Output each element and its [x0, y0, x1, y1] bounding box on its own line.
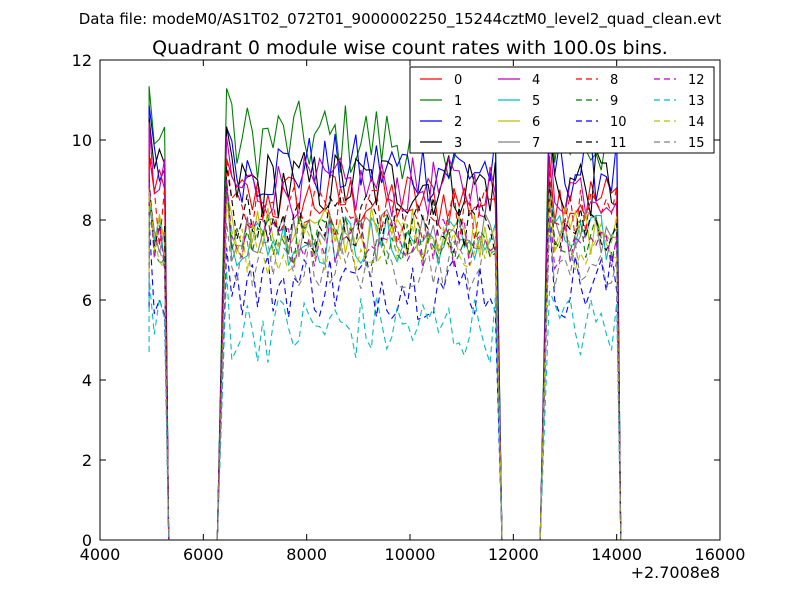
series-line-10 — [148, 218, 622, 541]
series-line-12 — [148, 179, 622, 541]
y-tick-label: 8 — [82, 211, 92, 230]
series-line-8 — [148, 149, 622, 541]
legend-label: 11 — [610, 136, 627, 151]
legend-label: 14 — [688, 115, 705, 130]
chart-suptitle: Data file: modeM0/AS1T02_072T01_90000022… — [79, 10, 722, 29]
plot-frame — [99, 59, 721, 541]
legend-label: 13 — [688, 94, 705, 109]
legend-label: 5 — [532, 94, 540, 109]
series-line-4 — [148, 122, 622, 541]
series-line-14 — [148, 191, 622, 541]
y-tick-label: 4 — [82, 371, 92, 390]
y-tick-label: 12 — [72, 51, 92, 70]
series-line-3 — [148, 117, 622, 541]
legend-label: 12 — [688, 73, 705, 88]
legend-label: 4 — [532, 73, 540, 88]
y-tick-label: 10 — [72, 131, 92, 150]
x-tick-label: 6000 — [183, 545, 224, 564]
x-tick-label: 12000 — [488, 545, 539, 564]
series-line-13 — [148, 270, 622, 541]
legend-label: 9 — [610, 94, 618, 109]
series-line-9 — [148, 178, 622, 541]
legend-label: 2 — [454, 115, 462, 130]
legend-label: 1 — [454, 94, 462, 109]
x-tick-label: 8000 — [286, 545, 327, 564]
legend-label: 3 — [454, 136, 462, 151]
legend-label: 7 — [532, 136, 540, 151]
series-line-15 — [148, 215, 622, 541]
y-tick-label: 6 — [82, 291, 92, 310]
legend-label: 15 — [688, 136, 705, 151]
chart-title: Quadrant 0 module wise count rates with … — [152, 37, 668, 59]
axis-ticks: 4000 6000 8000 10000 12000 14000 1600002468101… — [72, 51, 746, 564]
series-line-7 — [148, 178, 622, 541]
y-tick-label: 2 — [82, 451, 92, 470]
series-layer — [148, 85, 622, 541]
x-tick-label: 10000 — [385, 545, 436, 564]
legend-label: 8 — [610, 73, 618, 88]
legend-box — [409, 66, 715, 154]
x-tick-label: 4000 — [80, 545, 121, 564]
x-tick-label: 14000 — [591, 545, 642, 564]
x-tick-label: 16000 — [695, 545, 746, 564]
legend-label: 6 — [532, 115, 540, 130]
legend-label: 10 — [610, 115, 627, 130]
y-tick-label: 0 — [82, 531, 92, 550]
legend-label: 0 — [454, 73, 462, 88]
x-offset-label: +2.7008e8 — [631, 563, 720, 582]
